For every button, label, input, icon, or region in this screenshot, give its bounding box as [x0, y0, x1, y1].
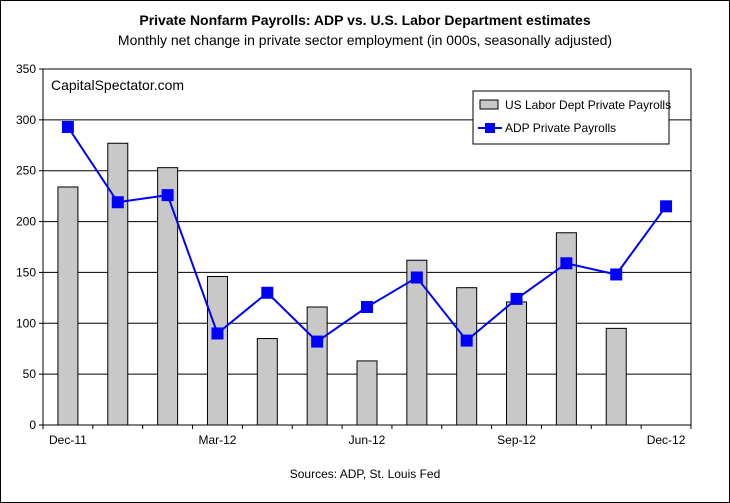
y-tick-label: 200 — [16, 215, 36, 229]
line-point — [560, 257, 573, 270]
bar — [605, 327, 627, 426]
line-point — [161, 189, 174, 202]
line-point — [211, 327, 224, 340]
x-tick-label: Mar-12 — [198, 433, 236, 447]
bar — [555, 232, 577, 426]
bar — [506, 301, 528, 426]
line-point — [311, 335, 324, 348]
bar — [306, 306, 328, 426]
line-point — [510, 292, 523, 305]
bar — [456, 287, 478, 426]
y-tick-label: 250 — [16, 164, 36, 178]
line-point — [410, 271, 423, 284]
y-tick-label: 150 — [16, 265, 36, 279]
chart-subtitle: Monthly net change in private sector emp… — [117, 32, 613, 48]
bar — [57, 186, 79, 426]
bar — [406, 259, 428, 426]
source-note: Sources: ADP, St. Louis Fed — [289, 467, 441, 481]
y-tick-label: 350 — [16, 62, 36, 76]
bar-series — [57, 142, 627, 426]
x-tick-label: Jun-12 — [349, 433, 386, 447]
line-point — [660, 200, 673, 213]
line-point — [610, 268, 623, 281]
legend-line-marker — [485, 123, 495, 133]
y-axis: 0 50 100 150 200 250 300 350 — [16, 62, 43, 432]
line-point — [61, 120, 74, 133]
legend-bar-swatch — [479, 99, 499, 110]
x-tick-label: Dec-11 — [49, 433, 87, 447]
legend-line-label: ADP Private Payrolls — [505, 121, 616, 135]
legend-bar-label: US Labor Dept Private Payrolls — [505, 98, 671, 112]
x-tick-label: Sep-12 — [497, 433, 536, 447]
bar — [157, 167, 179, 426]
y-tick-label: 100 — [16, 316, 36, 330]
line-point — [111, 196, 124, 209]
x-axis: Dec-11 Mar-12 Jun-12 Sep-12 Dec-12 — [42, 425, 692, 447]
y-tick-label: 50 — [23, 367, 37, 381]
line-point — [361, 301, 373, 314]
bar — [356, 360, 378, 426]
line-point — [460, 334, 473, 347]
bar — [256, 338, 278, 426]
y-tick-label: 300 — [16, 113, 36, 127]
x-tick-label: Dec-12 — [647, 433, 686, 447]
line-series — [61, 120, 673, 348]
legend-box — [472, 90, 670, 145]
bar — [206, 275, 228, 426]
y-tick-label: 0 — [29, 418, 36, 432]
watermark: CapitalSpectator.com — [51, 77, 184, 93]
line-point — [261, 286, 274, 299]
chart-title: Private Nonfarm Payrolls: ADP vs. U.S. L… — [139, 12, 591, 28]
grid-lines — [43, 68, 691, 426]
bar — [107, 142, 129, 426]
legend: US Labor Dept Private Payrolls ADP Priva… — [472, 90, 671, 145]
